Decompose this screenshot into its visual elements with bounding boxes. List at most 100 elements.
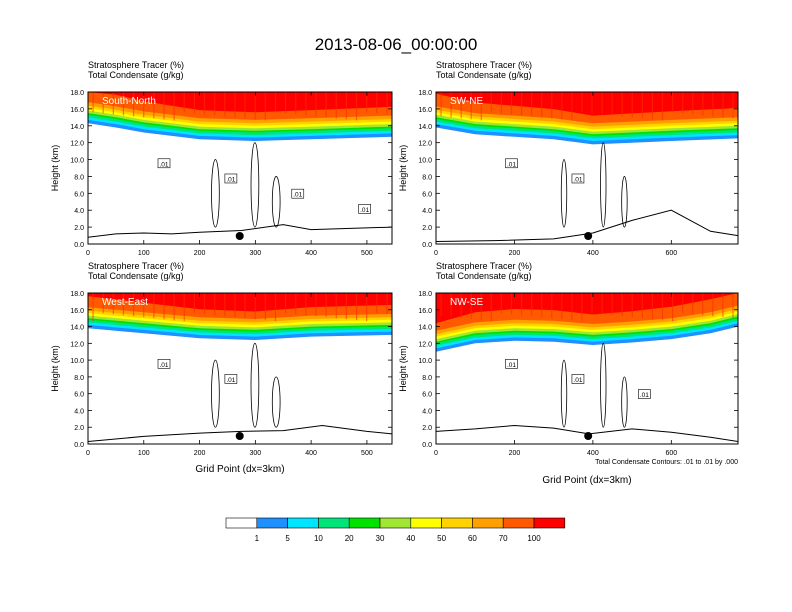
y-tick-label: 14.0 (418, 124, 432, 131)
x-tick-label: 200 (509, 450, 521, 457)
x-tick-label: 100 (138, 450, 150, 457)
y-tick-label: 12.0 (418, 341, 432, 348)
terrain-line (88, 424, 392, 442)
terrain-line (88, 224, 392, 238)
panel-nw-se: Stratosphere Tracer (%)Total Condensate … (398, 261, 739, 486)
condensate-contour (250, 142, 260, 228)
condensate-contour (600, 142, 607, 228)
condensate-contour (271, 176, 281, 228)
colorbar-label: 50 (437, 534, 446, 543)
contour-label-box (157, 359, 171, 369)
x-axis-label: Grid Point (dx=3km) (542, 475, 631, 486)
location-marker (584, 232, 593, 240)
plot-frame (435, 292, 739, 445)
condensate-contour (560, 359, 568, 428)
y-tick-label: 14.0 (70, 325, 84, 332)
tracer-field: .01 .01 (88, 293, 392, 442)
y-tick-label: 10.0 (70, 358, 84, 365)
figure-title: 2013-08-06_00:00:00 (315, 35, 478, 54)
y-tick-label: 8.0 (422, 174, 432, 181)
y-tick-label: 12.0 (418, 141, 432, 148)
x-tick-label: 300 (249, 250, 261, 257)
y-tick-label: 2.0 (422, 425, 432, 432)
y-tick-label: 4.0 (422, 408, 432, 415)
x-tick-label: 600 (665, 450, 677, 457)
location-marker (235, 432, 244, 440)
y-tick-label: 6.0 (422, 392, 432, 399)
y-tick-label: 0.0 (74, 442, 84, 449)
location-marker (235, 232, 244, 240)
colorbar-swatch (287, 517, 319, 529)
plot-frame (435, 91, 739, 245)
x-tick-label: 600 (665, 250, 677, 257)
colorbar: 1 5 10 20 30 40 50 60 70 100 (225, 517, 566, 543)
contour-label: .01 (159, 362, 168, 369)
colorbar-swatch (502, 517, 535, 529)
colorbar-swatch (348, 517, 381, 529)
colorbar-swatch (256, 517, 288, 529)
x-tick-label: 400 (305, 250, 317, 257)
contour-label-box (224, 173, 238, 184)
colorbar-swatch (318, 517, 350, 529)
tracer-field: .01 .01 (436, 92, 738, 242)
y-tick-label: 18.0 (70, 90, 84, 97)
panel-label: SW-NE (450, 96, 483, 107)
y-tick-label: 4.0 (74, 408, 84, 415)
subtitle-tracer: Stratosphere Tracer (%) (88, 261, 184, 271)
y-axis-label: Height (km) (398, 345, 408, 392)
y-tick-label: 10.0 (70, 158, 84, 165)
x-tick-label: 100 (138, 250, 150, 257)
subtitle-tracer: Stratosphere Tracer (%) (436, 261, 532, 271)
contour-label: .01 (159, 161, 168, 168)
colorbar-label: 1 (255, 534, 260, 543)
subtitle-condensate: Total Condensate (g/kg) (436, 271, 532, 281)
y-tick-label: 18.0 (418, 291, 432, 298)
y-tick-label: 18.0 (418, 90, 432, 97)
contour-footnote: Total Condensate Contours: .01 to .01 by… (595, 459, 738, 466)
y-tick-label: 4.0 (74, 208, 84, 215)
tracer-field: .01 .01 .01 (436, 293, 738, 442)
x-tick-label: 400 (587, 250, 599, 257)
colorbar-label: 5 (285, 534, 290, 543)
x-tick-label: 400 (587, 450, 599, 457)
location-marker (584, 432, 593, 440)
x-tick-label: 200 (194, 450, 206, 457)
colorbar-swatch (533, 517, 566, 529)
y-tick-label: 0.0 (422, 242, 432, 249)
condensate-contour (250, 342, 260, 428)
panel-label: NW-SE (450, 297, 483, 308)
contour-label: .01 (507, 161, 516, 168)
subtitle-tracer: Stratosphere Tracer (%) (88, 60, 184, 70)
colorbar-label: 20 (345, 534, 354, 543)
subtitle-condensate: Total Condensate (g/kg) (436, 70, 532, 80)
subtitle-condensate: Total Condensate (g/kg) (88, 70, 184, 80)
contour-label: .01 (293, 192, 302, 199)
contour-label: .01 (226, 377, 235, 384)
terrain-line (436, 209, 738, 242)
y-tick-label: 12.0 (70, 141, 84, 148)
colorbar-label: 60 (468, 534, 477, 543)
x-tick-label: 0 (86, 450, 90, 457)
plot-frame (87, 292, 393, 445)
contour-label-box (505, 359, 518, 369)
y-tick-label: 12.0 (70, 341, 84, 348)
x-tick-label: 500 (361, 450, 373, 457)
condensate-contour (600, 342, 607, 428)
panel-label: South-North (102, 96, 156, 107)
contour-label: .01 (507, 362, 516, 369)
y-axis-label: Height (km) (398, 145, 408, 192)
y-tick-label: 16.0 (418, 107, 432, 114)
contour-label: .01 (360, 207, 369, 214)
x-axis-label: Grid Point (dx=3km) (195, 464, 284, 475)
colorbar-swatch (441, 517, 473, 529)
y-tick-label: 0.0 (422, 442, 432, 449)
x-tick-label: 500 (361, 250, 373, 257)
y-tick-label: 18.0 (70, 291, 84, 298)
y-axis-label: Height (km) (50, 345, 60, 392)
colorbar-swatch (379, 517, 412, 529)
y-tick-label: 6.0 (422, 191, 432, 198)
condensate-contour (560, 159, 568, 228)
y-tick-label: 8.0 (422, 375, 432, 382)
contour-label-box (157, 158, 171, 169)
